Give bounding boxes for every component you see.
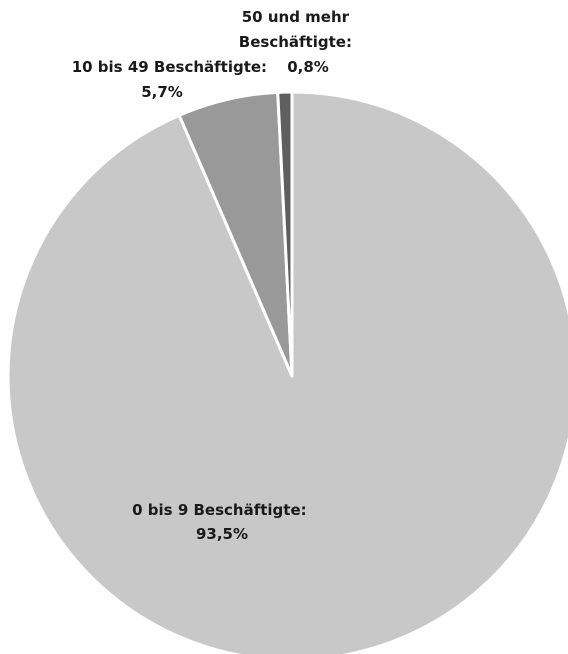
slice-label-0-9-value: 93,5%	[196, 525, 248, 543]
slice-label-0-9-line1: 0 bis 9 Beschäftigte:	[132, 501, 307, 519]
slice-label-50-plus-value: 0,8%	[287, 58, 329, 76]
slice-label-50-plus-line1: 50 und mehr	[242, 8, 350, 26]
slice-label-10-49-value: 5,7%	[141, 83, 183, 101]
pie-slices	[6, 90, 568, 654]
slice-label-10-49: 10 bis 49 Beschäftigte: 5,7%	[72, 58, 273, 101]
pie-slice-0	[6, 90, 568, 654]
pie-slice-2	[276, 90, 294, 378]
slice-label-10-49-line1: 10 bis 49 Beschäftigte:	[72, 58, 267, 76]
slice-label-50-plus: 50 und mehr Beschäftigte: 0,8%	[239, 8, 357, 76]
slice-label-50-plus-line2: Beschäftigte:	[239, 33, 352, 51]
slice-label-0-9: 0 bis 9 Beschäftigte: 93,5%	[132, 501, 312, 543]
